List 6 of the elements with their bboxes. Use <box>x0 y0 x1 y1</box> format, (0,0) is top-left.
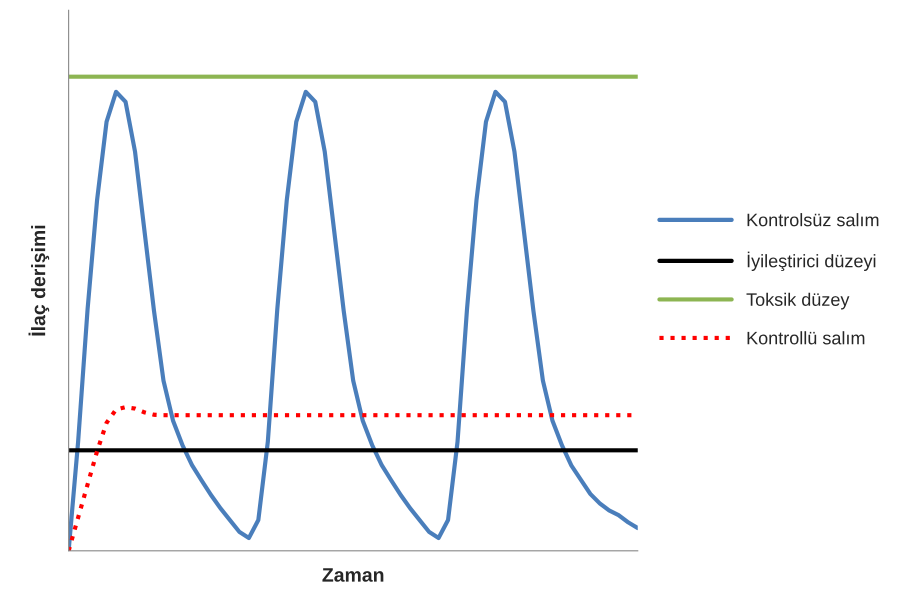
legend-label: Toksik düzey <box>746 292 850 310</box>
legend-label: Kontrolsüz salım <box>748 213 878 226</box>
legend-label: İyileştirici düzeyi <box>748 252 876 272</box>
x-axis-title: Zaman <box>322 568 384 582</box>
legend-label: Kontrollü salım <box>748 331 864 344</box>
y-axis-title: İlaç derişimi <box>28 226 50 336</box>
